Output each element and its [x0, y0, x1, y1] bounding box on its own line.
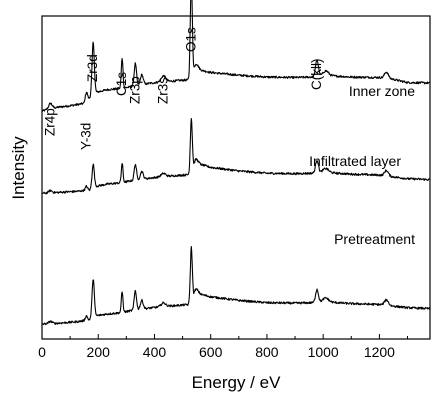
peak-label-zr3d: Zr3d [85, 54, 100, 82]
series-label-infiltrated-layer: Infiltrated layer [309, 153, 401, 169]
plot-frame [41, 15, 431, 340]
spectrum-line-infiltrated-layer [41, 117, 431, 195]
series-label-pretreatment: Pretreatment [334, 231, 415, 247]
spectra-group [41, 0, 431, 326]
x-tick-label-1200: 1200 [364, 344, 395, 360]
x-tick-label-200: 200 [87, 344, 111, 360]
x-tick-label-0: 0 [38, 344, 46, 360]
peak-label-y-3d: Y-3d [78, 123, 93, 150]
x-axis-title: Energy / eV [192, 373, 281, 392]
spectrum-line-inner-zone [41, 0, 431, 112]
peak-label-c1s: C1s [114, 72, 129, 96]
x-axis: 0 200 400 600 800 1000 1200 [38, 334, 409, 360]
peak-label-zr3s: Zr3s [156, 77, 171, 104]
x-tick-label-1000: 1000 [308, 344, 339, 360]
peak-label-o1s: O1s [183, 27, 198, 52]
series-label-inner-zone: Inner zone [349, 83, 415, 99]
series-labels-group: Inner zone Infiltrated layer Pretreatment [309, 83, 415, 247]
x-tick-label-800: 800 [255, 344, 279, 360]
x-tick-label-400: 400 [143, 344, 167, 360]
spectrum-line-pretreatment [41, 246, 431, 326]
peak-label-zr4p: Zr4p [42, 108, 57, 136]
peak-label-zr3p: Zr3p [127, 76, 142, 104]
x-tick-label-600: 600 [199, 344, 223, 360]
peak-label-c-kll-: C(kll) [309, 59, 324, 91]
y-axis-title: Intensity [9, 136, 28, 200]
